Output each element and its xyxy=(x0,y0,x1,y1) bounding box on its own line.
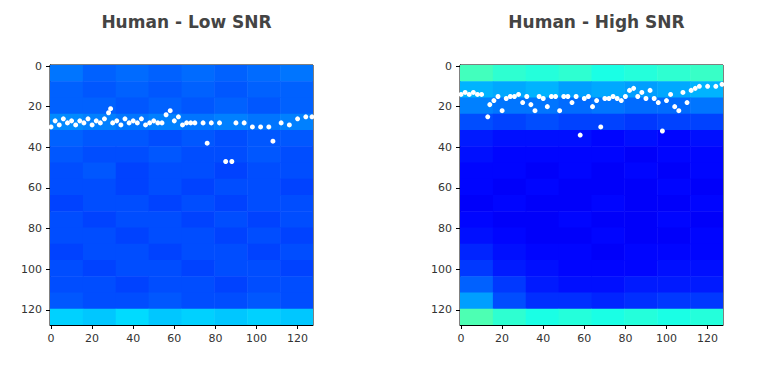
svg-text:100: 100 xyxy=(21,263,42,276)
svg-text:100: 100 xyxy=(431,263,452,276)
svg-text:80: 80 xyxy=(208,332,222,345)
svg-text:60: 60 xyxy=(28,181,42,194)
svg-text:Human - High SNR: Human - High SNR xyxy=(508,12,684,32)
svg-text:0: 0 xyxy=(48,332,55,345)
svg-text:120: 120 xyxy=(697,332,718,345)
svg-text:100: 100 xyxy=(246,332,267,345)
svg-text:0: 0 xyxy=(35,60,42,73)
svg-text:40: 40 xyxy=(28,141,42,154)
svg-text:40: 40 xyxy=(536,332,550,345)
svg-text:40: 40 xyxy=(126,332,140,345)
svg-text:Human - Low SNR: Human - Low SNR xyxy=(101,12,271,32)
svg-text:0: 0 xyxy=(458,332,465,345)
svg-text:120: 120 xyxy=(287,332,308,345)
svg-text:0: 0 xyxy=(445,60,452,73)
svg-text:60: 60 xyxy=(438,181,452,194)
svg-text:80: 80 xyxy=(438,222,452,235)
svg-text:120: 120 xyxy=(21,303,42,316)
svg-text:20: 20 xyxy=(438,100,452,113)
svg-text:100: 100 xyxy=(656,332,677,345)
svg-text:20: 20 xyxy=(28,100,42,113)
svg-text:20: 20 xyxy=(85,332,99,345)
svg-text:20: 20 xyxy=(495,332,509,345)
svg-text:60: 60 xyxy=(577,332,591,345)
svg-text:80: 80 xyxy=(618,332,632,345)
svg-text:40: 40 xyxy=(438,141,452,154)
svg-text:80: 80 xyxy=(28,222,42,235)
svg-text:120: 120 xyxy=(431,303,452,316)
svg-text:60: 60 xyxy=(167,332,181,345)
